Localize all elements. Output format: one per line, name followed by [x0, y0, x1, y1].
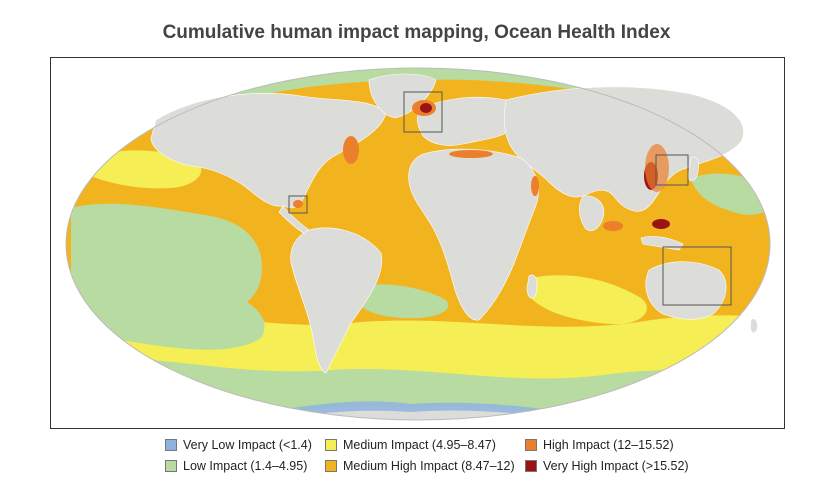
- legend-swatch-very-low: [165, 439, 177, 451]
- caribbean-high: [293, 200, 303, 208]
- legend-label: Very Low Impact (<1.4): [183, 438, 312, 452]
- legend-swatch-low: [165, 460, 177, 472]
- legend-swatch-medium: [325, 439, 337, 451]
- north-america: [150, 92, 387, 209]
- hotspots: [293, 100, 670, 231]
- indian-ocean-medium: [531, 275, 647, 325]
- south-america: [290, 227, 383, 374]
- bay-of-bengal-high: [603, 221, 623, 231]
- madagascar: [526, 274, 538, 299]
- legend-swatch-high: [525, 439, 537, 451]
- legend-item-high: High Impact (12–15.52): [525, 438, 674, 452]
- legend-item-medium-high: Medium High Impact (8.47–12): [325, 459, 515, 473]
- legend-swatch-medium-high: [325, 460, 337, 472]
- highlight-boxes: [288, 91, 732, 306]
- legend-swatch-very-high: [525, 460, 537, 472]
- south-atlantic-low: [351, 284, 449, 319]
- mediterranean-high: [449, 150, 493, 158]
- legend-label: Medium High Impact (8.47–12): [343, 459, 515, 473]
- caribbean-box: [288, 195, 308, 214]
- antarctic-very-low: [241, 401, 591, 420]
- us-east-coast-high: [343, 136, 359, 164]
- legend-item-medium: Medium Impact (4.95–8.47): [325, 438, 496, 452]
- east-asia-high: [645, 144, 669, 192]
- legend-item-very-high: Very High Impact (>15.52): [525, 459, 689, 473]
- world-map: [65, 67, 771, 421]
- north-sea-very-high: [420, 103, 432, 113]
- india: [579, 195, 605, 231]
- map-title: Cumulative human impact mapping, Ocean H…: [162, 22, 671, 43]
- europe: [417, 96, 519, 146]
- map-legend: Very Low Impact (<1.4) Low Impact (1.4–4…: [165, 438, 725, 482]
- north-sea-box: [403, 91, 443, 133]
- japan: [688, 156, 699, 182]
- legend-label: Low Impact (1.4–4.95): [183, 459, 308, 473]
- legend-label: High Impact (12–15.52): [543, 438, 674, 452]
- legend-item-low: Low Impact (1.4–4.95): [165, 459, 307, 473]
- red-sea-high: [531, 176, 539, 196]
- coral-triangle-very-high: [652, 219, 670, 229]
- east-asia-box: [655, 154, 689, 186]
- africa: [408, 148, 539, 321]
- new-zealand: [750, 318, 758, 333]
- asia: [503, 86, 744, 212]
- legend-label: Very High Impact (>15.52): [543, 459, 689, 473]
- globe-outline: [65, 67, 771, 421]
- legend-item-very-low: Very Low Impact (<1.4): [165, 438, 312, 452]
- map-frame: [50, 57, 785, 429]
- landmasses: [150, 73, 758, 374]
- legend-label: Medium Impact (4.95–8.47): [343, 438, 496, 452]
- australia: [645, 261, 727, 320]
- coral-triangle-box: [662, 246, 732, 306]
